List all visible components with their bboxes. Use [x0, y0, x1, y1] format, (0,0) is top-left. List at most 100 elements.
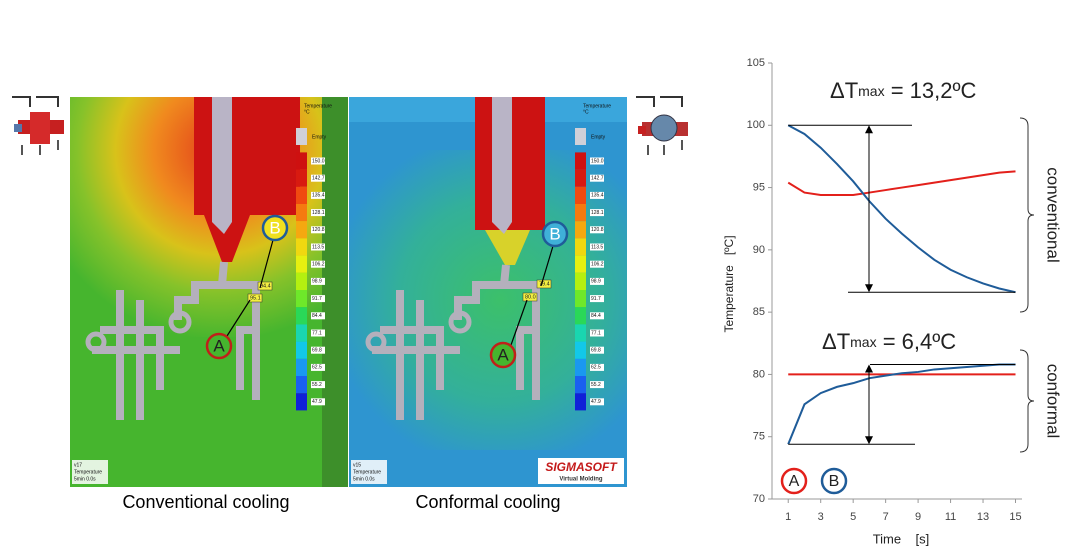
probe-label-bg: [536, 279, 552, 289]
colorbar-label: 150.0: [312, 158, 325, 164]
colorbar-label-bg: [590, 174, 604, 182]
colorbar-empty-label: Empty: [591, 134, 606, 140]
colorbar-label-bg: [590, 363, 604, 371]
annotation-subscript: max: [850, 334, 876, 350]
annotation-text: ΔT: [830, 78, 858, 103]
colorbar-swatch: [296, 204, 307, 222]
colorbar-label: 69.8: [312, 348, 322, 354]
series-line: [787, 363, 1016, 445]
colorbar-label-bg: [311, 243, 325, 251]
marker-circle: [205, 332, 233, 360]
group-label: conformal: [1044, 364, 1063, 439]
colorbar-swatch: [575, 307, 586, 325]
colorbar-label: 150.0: [591, 158, 604, 164]
result-label: Temperature: [353, 469, 381, 475]
colorbar-label: 91.7: [312, 296, 322, 302]
x-tick-label: 3: [818, 511, 824, 523]
colorbar-label-bg: [311, 346, 325, 354]
colorbar-swatch: [575, 204, 586, 222]
colorbar-swatch: [575, 186, 586, 204]
colorbar-swatch: [575, 290, 586, 308]
colorbar-swatch: [575, 358, 586, 376]
marker-label: B: [269, 218, 280, 237]
arrow-head: [865, 436, 873, 445]
arrow-head: [865, 284, 873, 293]
colorbar-label-bg: [311, 260, 325, 268]
machine-icon: [12, 96, 64, 155]
colorbar-swatch: [296, 307, 307, 325]
colorbar-label-bg: [311, 191, 325, 199]
marker-arrow: [259, 239, 274, 289]
time-label: 5min 0.0s: [353, 476, 375, 482]
y-axis-title: Temperature [ºC]: [722, 235, 736, 332]
y-tick-label: 80: [753, 368, 765, 380]
y-tick-label: 75: [753, 431, 765, 443]
annotation-text: ΔT: [822, 329, 850, 354]
colorbar-swatch: [296, 358, 307, 376]
annotation: ΔTmax = 6,4ºC: [822, 329, 956, 354]
colorbar-label: 47.9: [312, 399, 322, 405]
colorbar-label-bg: [590, 277, 604, 285]
colorbar-label: 47.9: [591, 399, 601, 405]
colorbar-label: 77.1: [591, 330, 601, 336]
series-line: [787, 170, 1016, 197]
colorbar-swatch: [296, 255, 307, 273]
annotation-subscript: max: [858, 83, 884, 99]
colorbar-label-bg: [590, 295, 604, 303]
colorbar-unit: °C: [583, 109, 589, 115]
version-label: v17: [74, 462, 82, 468]
colorbar-label: 62.5: [312, 365, 322, 371]
colorbar-label-bg: [311, 226, 325, 234]
colorbar-label: 106.2: [591, 262, 604, 268]
colorbar-label: 55.2: [591, 382, 601, 388]
marker-circle: [489, 341, 517, 369]
colorbar-label-bg: [590, 312, 604, 320]
info-box: [72, 460, 108, 484]
probe-label: 94.4: [260, 283, 271, 289]
colorbar-label: 98.9: [591, 279, 601, 285]
colorbar-label: 120.8: [591, 227, 604, 233]
y-tick-label: 105: [747, 57, 765, 69]
x-tick-label: 5: [850, 511, 856, 523]
group-label: conventional: [1044, 167, 1063, 262]
probe-label: 79.4: [539, 281, 550, 287]
logo-name: SIGMASOFT: [545, 460, 618, 474]
marker-arrow: [510, 299, 528, 346]
colorbar-swatch: [575, 272, 586, 290]
y-tick-label: 85: [753, 306, 765, 318]
colorbar-label-bg: [311, 209, 325, 217]
y-tick-label: 70: [753, 493, 765, 505]
colorbar-label: 69.8: [591, 348, 601, 354]
colorbar-label: 91.7: [591, 296, 601, 302]
colorbar-swatch: [575, 376, 586, 394]
colorbar-label: 135.4: [312, 193, 325, 199]
series-line: [787, 124, 1016, 294]
panel-caption: Conventional cooling: [122, 492, 289, 512]
colorbar-label: 84.4: [312, 313, 322, 319]
colorbar-unit: °C: [304, 109, 310, 115]
colorbar-label-bg: [590, 346, 604, 354]
marker-arrow: [540, 245, 554, 287]
colorbar-swatch: [575, 169, 586, 187]
group-brace: [1019, 349, 1035, 453]
result-label: Temperature: [74, 469, 102, 475]
colorbar-swatch: [575, 238, 586, 256]
legend-label: B: [829, 473, 840, 490]
colorbar-title: Temperature: [583, 103, 611, 109]
colorbar-swatch: [296, 341, 307, 359]
colorbar-label: 106.2: [312, 262, 325, 268]
colorbar-label: 142.7: [591, 176, 604, 182]
colorbar-swatch: [296, 238, 307, 256]
colorbar-label: 113.5: [312, 244, 324, 250]
colorbar-swatch: [296, 290, 307, 308]
probe-label-bg: [522, 292, 538, 302]
colorbar-label-bg: [590, 243, 604, 251]
colorbar-swatch: [296, 186, 307, 204]
marker-circle: [261, 214, 289, 242]
colorbar-swatch: [575, 255, 586, 273]
colorbar-label-bg: [590, 191, 604, 199]
colorbar-swatch: [296, 324, 307, 342]
colorbar-label-bg: [311, 157, 325, 165]
x-tick-label: 9: [915, 511, 921, 523]
